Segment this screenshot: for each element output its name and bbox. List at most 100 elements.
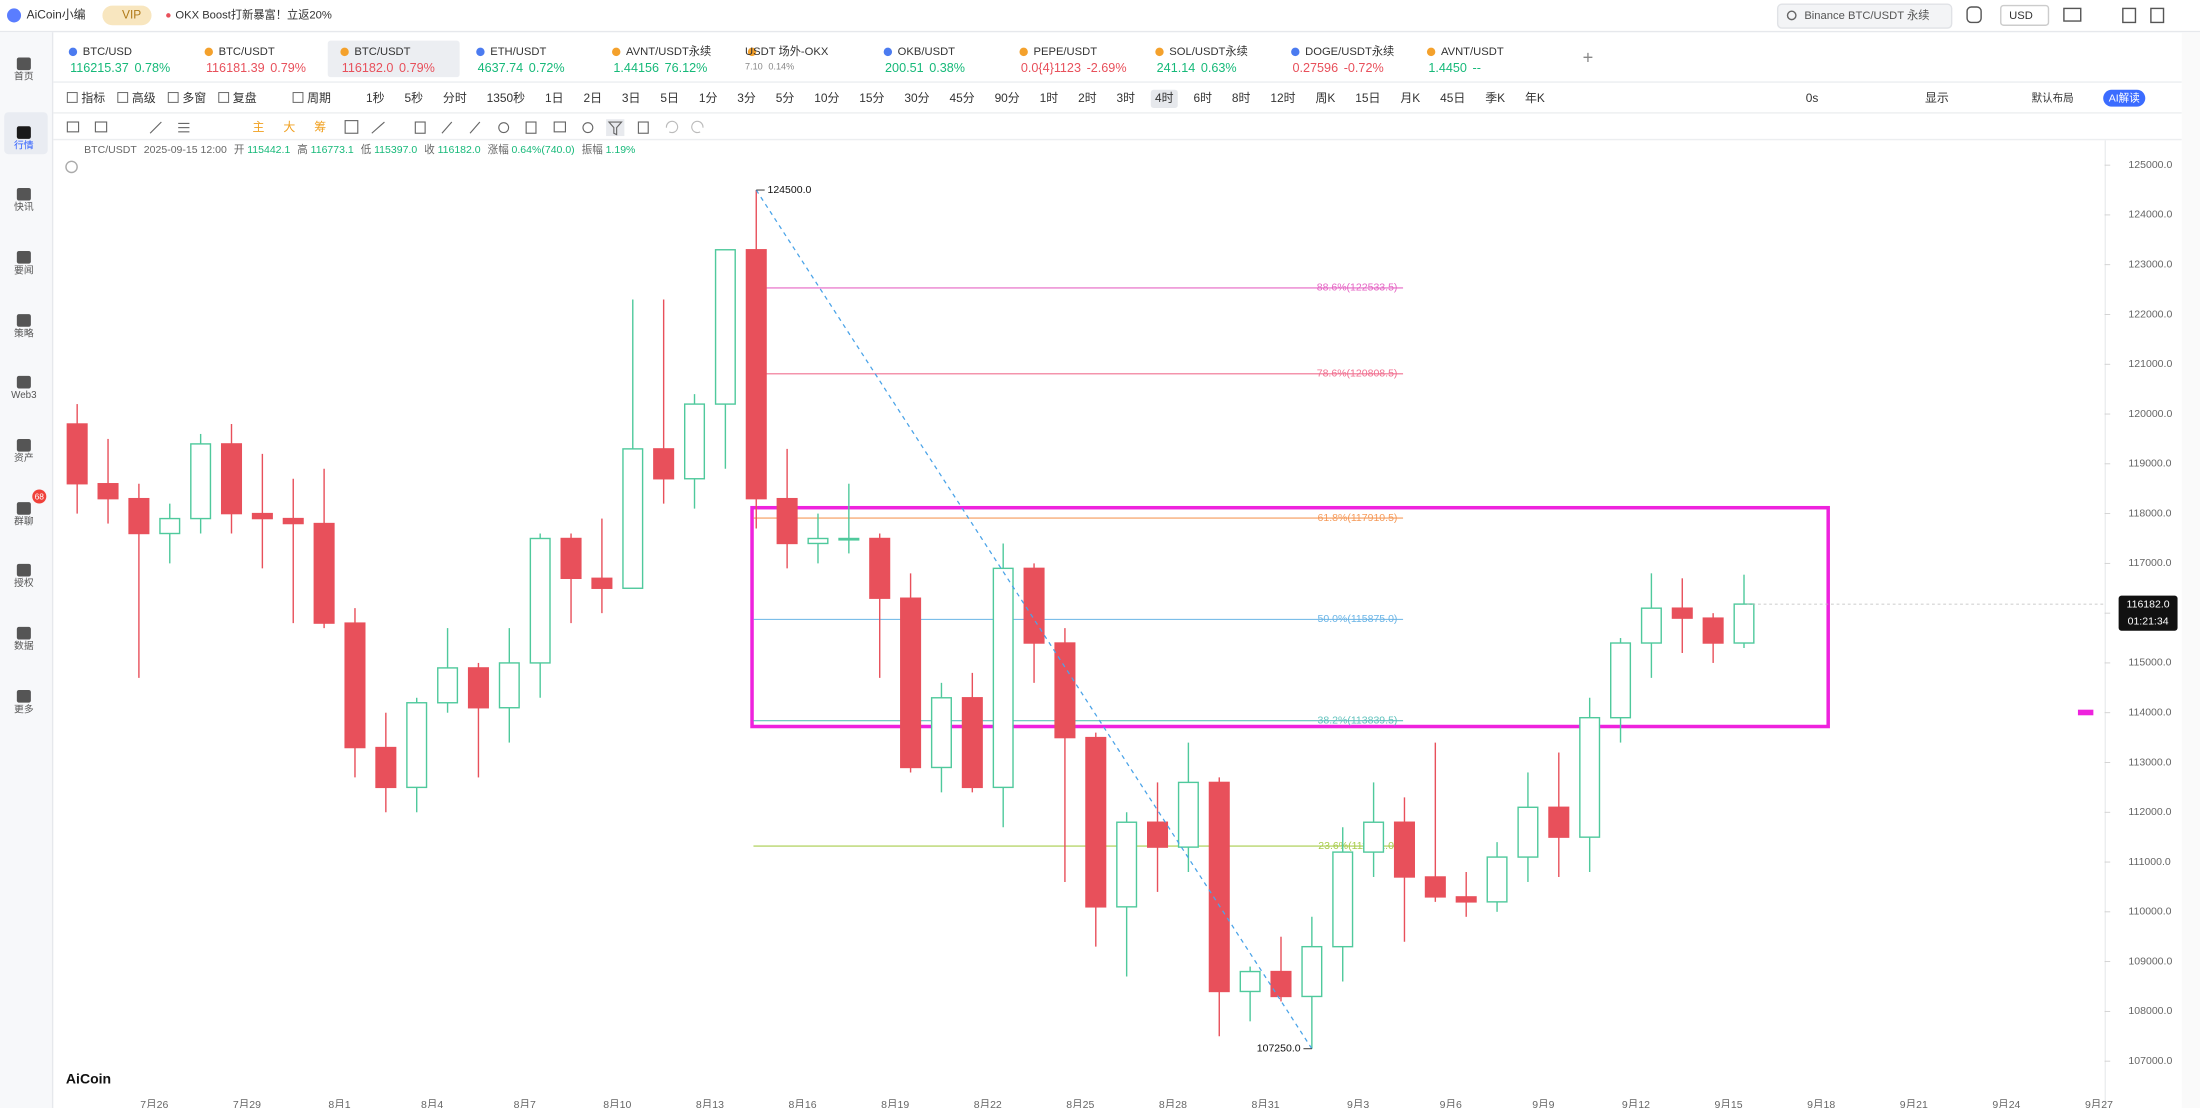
logo[interactable]: AiCoin小编	[27, 8, 86, 22]
period[interactable]: 15日	[1355, 91, 1380, 105]
period[interactable]: 3分	[737, 91, 756, 105]
indicator-toggle[interactable]: 筹	[314, 120, 326, 134]
ticker-price[interactable]: 7.10	[745, 62, 763, 72]
ticker-name[interactable]: OKB/USDT	[898, 46, 956, 58]
period[interactable]: 3日	[622, 91, 641, 105]
period[interactable]: 12时	[1270, 91, 1295, 105]
tool[interactable]	[94, 121, 108, 133]
ticker-name[interactable]: DOGE/USDT永续	[1305, 44, 1394, 58]
tool[interactable]	[582, 122, 594, 134]
nav-label[interactable]: 行情	[14, 138, 34, 151]
nav-label[interactable]: 要闻	[14, 263, 34, 276]
icon[interactable]	[2150, 7, 2165, 24]
ticker-change[interactable]: 0.38%	[929, 61, 965, 75]
ticker-name[interactable]: SOL/USDT永续	[1169, 44, 1248, 58]
toolbar-right[interactable]: 0s	[1806, 91, 1819, 105]
ticker-price[interactable]: 1.4450	[1428, 61, 1467, 75]
nav-label[interactable]: 更多	[14, 702, 34, 715]
period[interactable]: 2日	[583, 91, 602, 105]
vip-pill[interactable]	[102, 5, 152, 26]
toolbar-right[interactable]: 显示	[1925, 91, 1949, 105]
period[interactable]: 90分	[995, 91, 1020, 105]
period[interactable]: 10分	[814, 91, 839, 105]
ticker-change[interactable]: 0.14%	[768, 62, 794, 72]
ticker-price[interactable]: 4637.74	[478, 61, 524, 75]
tool[interactable]	[149, 121, 162, 134]
toolbar-item[interactable]: 复盘	[233, 91, 257, 105]
period[interactable]: 分时	[443, 91, 467, 105]
tool[interactable]	[66, 121, 80, 133]
ticker-price[interactable]: 116181.39	[206, 61, 265, 75]
tool[interactable]	[371, 121, 385, 134]
period[interactable]: 月K	[1400, 91, 1420, 105]
ai-button[interactable]: AI解读	[2109, 92, 2140, 105]
period[interactable]: 45日	[1440, 91, 1465, 105]
toolbar-item[interactable]: 周期	[307, 91, 331, 105]
tool[interactable]	[553, 121, 566, 133]
promo[interactable]: OKX Boost打新暴富！立返20%	[175, 7, 332, 21]
tool[interactable]	[607, 121, 623, 136]
currency-box[interactable]	[2000, 4, 2050, 26]
ticker-price[interactable]: 0.27596	[1292, 61, 1338, 75]
nav-label[interactable]: 首页	[14, 70, 34, 83]
tool[interactable]	[498, 122, 510, 134]
period[interactable]: 6时	[1193, 91, 1212, 105]
ticker-name[interactable]: PEPE/USDT	[1033, 46, 1097, 58]
collapse[interactable]	[65, 160, 78, 174]
period[interactable]: 5秒	[404, 91, 423, 105]
nav-label[interactable]: 群聊	[14, 514, 34, 527]
period[interactable]: 3时	[1117, 91, 1136, 105]
period[interactable]: 1日	[545, 91, 564, 105]
period[interactable]: 30分	[904, 91, 929, 105]
ticker-name[interactable]: AVNT/USDT	[1441, 46, 1504, 58]
ticker-name[interactable]: USDT 场外-OKX	[745, 44, 829, 58]
ticker-price[interactable]: 0.0{4}1123	[1021, 61, 1081, 75]
period[interactable]: 周K	[1315, 91, 1335, 105]
period[interactable]: 1350秒	[487, 91, 525, 105]
ticker-price[interactable]: 116182.0	[342, 61, 394, 75]
tool[interactable]	[525, 121, 537, 134]
bell[interactable]	[1966, 6, 1982, 24]
ticker-change[interactable]: -2.69%	[1087, 61, 1127, 75]
ticker-price[interactable]: 241.14	[1157, 61, 1196, 75]
nav-label[interactable]: 快讯	[14, 201, 34, 213]
period[interactable]: 5分	[776, 91, 795, 105]
period[interactable]: 15分	[859, 91, 884, 105]
ticker-change[interactable]: 0.63%	[1201, 61, 1237, 75]
undo[interactable]	[665, 120, 679, 134]
search-box[interactable]	[1776, 3, 1953, 29]
ticker-change[interactable]: 0.72%	[529, 61, 565, 75]
ticker-name[interactable]: BTC/USD	[83, 46, 132, 58]
ticker-change[interactable]: --	[1473, 61, 1481, 75]
indicator-toggle[interactable]: 大	[283, 120, 295, 134]
period[interactable]: 8时	[1232, 91, 1251, 105]
ticker-price[interactable]: 116215.37	[70, 61, 129, 75]
ticker-change[interactable]: 0.78%	[134, 61, 170, 75]
period[interactable]: 4时	[1155, 91, 1174, 105]
nav-label[interactable]: 数据	[14, 639, 34, 652]
nav-label[interactable]: 资产	[14, 451, 34, 464]
tool[interactable]	[637, 121, 649, 134]
currency[interactable]: USD	[2009, 10, 2033, 22]
period[interactable]: 1分	[699, 91, 718, 105]
ticker-change[interactable]: 0.79%	[399, 61, 435, 75]
nav-label[interactable]: Web3	[11, 390, 37, 401]
nav-label[interactable]: 授权	[14, 576, 34, 589]
period[interactable]: 5日	[660, 91, 679, 105]
ticker-name[interactable]: AVNT/USDT永续	[626, 44, 711, 58]
add-tab[interactable]: +	[1583, 47, 1594, 68]
tool[interactable]	[344, 120, 359, 134]
tool[interactable]	[441, 121, 453, 134]
ticker-price[interactable]: 1.44156	[613, 61, 659, 75]
icon[interactable]	[2122, 7, 2137, 24]
search-text[interactable]: Binance BTC/USDT 永续	[1804, 8, 1929, 22]
period[interactable]: 年K	[1525, 91, 1545, 105]
toolbar-item[interactable]: 多窗	[182, 91, 206, 105]
ticker-price[interactable]: 200.51	[885, 61, 924, 75]
period[interactable]: 45分	[949, 91, 974, 105]
ticker-name[interactable]: BTC/USDT	[219, 46, 275, 58]
ai-pill[interactable]	[2103, 89, 2146, 107]
period[interactable]: 1时	[1040, 91, 1059, 105]
period[interactable]: 季K	[1485, 91, 1505, 105]
period[interactable]: 2时	[1078, 91, 1097, 105]
